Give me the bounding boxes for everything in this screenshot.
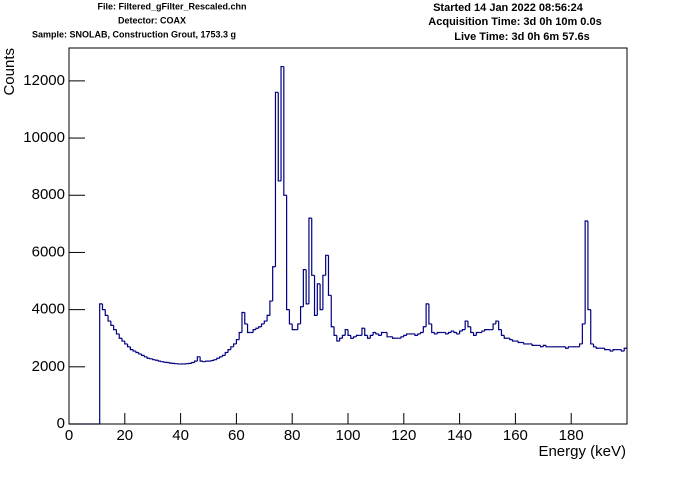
file-label: File: Filtered_gFilter_Rescaled.chn (97, 1, 246, 11)
histogram-bin (155, 360, 158, 361)
x-tick-label: 160 (503, 427, 528, 444)
histogram-bin (206, 361, 209, 362)
y-tick-label: 10000 (23, 129, 65, 146)
y-tick-label: 0 (57, 415, 65, 432)
y-tick-label: 12000 (23, 72, 65, 89)
y-tick-label: 8000 (32, 186, 65, 203)
x-tick-label: 140 (447, 427, 472, 444)
histogram-bin (169, 363, 172, 364)
histogram-bin (211, 361, 214, 362)
x-tick-label: 100 (335, 427, 360, 444)
detector-label: Detector: COAX (118, 15, 186, 25)
histogram-bin (164, 362, 167, 363)
x-tick-label: 40 (172, 427, 189, 444)
y-axis-label: Counts (1, 48, 18, 96)
x-tick-label: 0 (65, 427, 73, 444)
live-label: Live Time: 3d 0h 6m 57.6s (454, 31, 590, 43)
x-axis-label: Energy (keV) (538, 443, 626, 460)
histogram-bin (161, 361, 164, 362)
histogram-bin (150, 358, 153, 359)
y-tick-label: 2000 (32, 358, 65, 375)
x-tick-label: 120 (391, 427, 416, 444)
x-tick-label: 60 (228, 427, 245, 444)
y-tick-label: 4000 (32, 301, 65, 318)
x-tick-label: 80 (284, 427, 301, 444)
x-tick-label: 180 (559, 427, 584, 444)
acq-label: Acquisition Time: 3d 0h 10m 0.0s (428, 16, 601, 28)
start-label: Started 14 Jan 2022 08:56:24 (433, 2, 584, 14)
x-tick-label: 20 (116, 427, 133, 444)
y-tick-label: 6000 (32, 243, 65, 260)
sample-label: Sample: SNOLAB, Construction Grout, 1753… (32, 29, 236, 39)
